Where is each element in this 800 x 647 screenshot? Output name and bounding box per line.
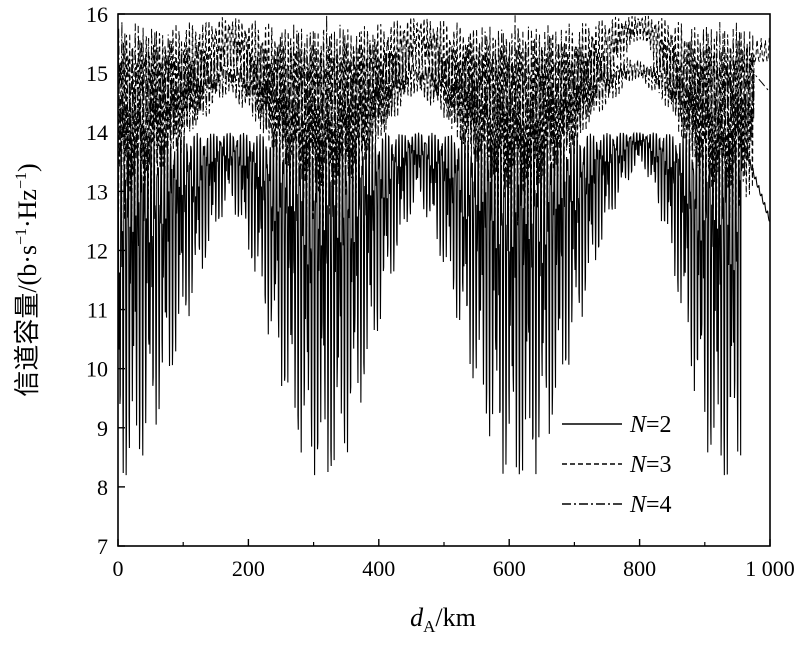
series-line-n3 — [118, 15, 770, 228]
y-tick-label: 7 — [97, 534, 108, 559]
y-tick-label: 13 — [86, 179, 108, 204]
y-tick-label: 11 — [87, 298, 108, 323]
x-axis-label-unit: /km — [435, 603, 475, 632]
y-tick-label: 16 — [86, 2, 108, 27]
y-axis-label-sup2: −1 — [13, 172, 30, 189]
y-tick-label: 15 — [86, 61, 108, 86]
y-axis-label-close: ) — [13, 163, 42, 172]
x-axis: 0 200 400 600 800 1 000 — [113, 539, 795, 581]
legend-label-n4: N=4 — [629, 492, 672, 518]
y-axis-label: 信道容量/(b·s−1·Hz−1) — [13, 163, 42, 396]
svg-text:dA/km: dA/km — [410, 603, 476, 636]
y-tick-label: 8 — [97, 475, 108, 500]
y-tick-label: 12 — [86, 238, 108, 263]
legend: N=2 N=3 N=4 — [562, 412, 672, 518]
legend-label-n3: N=3 — [629, 452, 672, 478]
y-axis-label-sup1: −1 — [13, 228, 30, 245]
y-tick-label: 14 — [86, 120, 108, 145]
legend-label-n2: N=2 — [629, 412, 672, 438]
plot-area: 0 200 400 600 800 1 000 7 8 9 10 11 12 13 14 15 16 — [86, 2, 795, 581]
x-tick-label: 200 — [232, 556, 265, 581]
x-tick-label: 400 — [362, 556, 395, 581]
x-tick-label: 1 000 — [745, 556, 795, 581]
svg-text:信道容量/(b·s−1·Hz−1): 信道容量/(b·s−1·Hz−1) — [13, 163, 42, 396]
y-tick-label: 10 — [86, 357, 108, 382]
x-tick-label: 0 — [113, 556, 124, 581]
y-axis-label-main: 信道容量/(b·s — [13, 245, 42, 397]
x-tick-label: 600 — [493, 556, 526, 581]
y-axis: 7 8 9 10 11 12 13 14 15 16 — [86, 2, 125, 559]
x-axis-label-main: d — [410, 603, 424, 632]
x-tick-label: 800 — [623, 556, 656, 581]
x-axis-label: dA/km — [410, 603, 476, 636]
y-axis-label-mid: ·Hz — [13, 189, 42, 228]
x-axis-label-sub: A — [423, 617, 436, 636]
series-line-n4 — [118, 15, 770, 192]
y-tick-label: 9 — [97, 416, 108, 441]
series-line-n2 — [118, 131, 770, 476]
